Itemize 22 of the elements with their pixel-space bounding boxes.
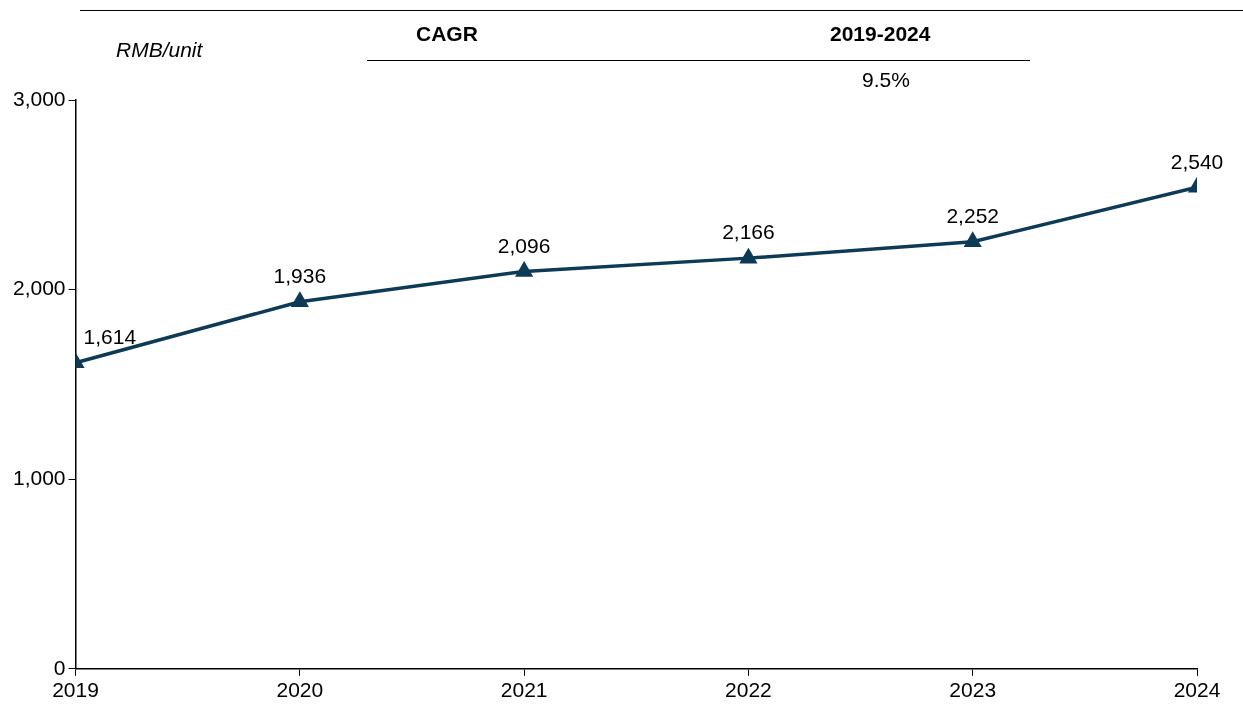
y-axis-title: RMB/unit	[116, 38, 203, 62]
x-tick-label: 2020	[276, 678, 324, 702]
data-label: 1,936	[273, 264, 327, 288]
x-tick-label: 2022	[725, 678, 772, 702]
x-tick-label: 2024	[1173, 678, 1221, 702]
data-label: 2,252	[946, 204, 999, 228]
point	[740, 249, 757, 264]
point	[516, 262, 532, 277]
x-tick-label: 2023	[949, 678, 997, 702]
y-tick-label: 2,000	[12, 276, 66, 300]
text: CAGR	[416, 22, 478, 46]
x-tick-label: 2019	[52, 678, 99, 702]
y-tick-label: 3,000	[12, 86, 66, 110]
data-label: 2,096	[497, 233, 551, 257]
text: 2019-2024	[830, 22, 931, 46]
y-tick-label: 0	[53, 655, 66, 679]
x-tick-label: 2021	[500, 678, 548, 702]
y-tick-label: 1,000	[12, 466, 66, 489]
data-label: 1,614	[83, 325, 137, 349]
data-label: 2,540	[1170, 149, 1224, 173]
data-label: 2,166	[722, 220, 775, 244]
text: 9.5%	[862, 68, 910, 92]
